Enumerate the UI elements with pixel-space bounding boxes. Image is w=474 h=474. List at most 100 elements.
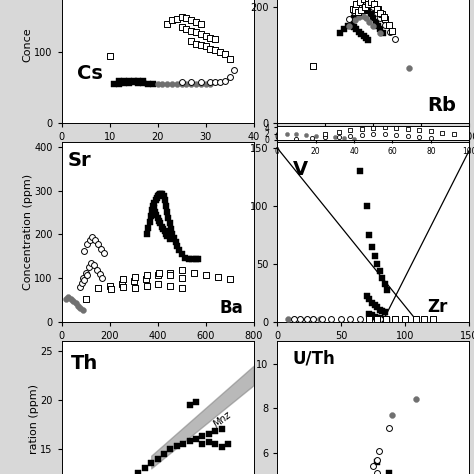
Point [186,401,193,409]
Point [139,77,147,84]
Point [374,260,381,268]
Point [310,315,317,323]
Point [377,30,384,37]
Point [310,315,317,323]
Point [368,243,376,251]
Point [170,234,177,242]
Point [89,233,96,240]
Point [155,271,162,279]
Point [205,438,212,446]
Point [216,78,224,86]
Point [131,285,138,292]
Point [362,0,370,5]
Point [207,78,214,86]
Point [187,78,195,86]
Point [166,219,173,227]
Point [82,296,90,303]
Point [321,133,329,140]
Point [374,315,381,323]
Point [391,36,399,43]
Point [308,135,316,142]
Point [94,284,102,292]
Point [216,48,224,56]
Point [371,252,378,260]
Point [178,78,185,86]
Point [381,280,389,288]
Point [346,127,354,134]
Point [226,73,233,81]
Point [143,283,151,290]
Point [207,45,214,53]
Point [154,81,161,88]
Point [382,21,389,28]
Text: Zr: Zr [427,298,447,316]
Point [341,26,348,33]
Y-axis label: ration (ppm): ration (ppm) [29,384,39,455]
Point [290,315,298,323]
Text: Cs: Cs [77,64,103,83]
Point [369,22,377,30]
Point [353,0,360,8]
Point [401,315,409,323]
Point [202,81,210,88]
Point [362,34,370,42]
Point [144,81,152,88]
Point [149,81,156,88]
Point [391,315,399,323]
Point [383,316,391,324]
Point [357,7,365,14]
Point [382,15,389,23]
Point [160,192,167,200]
Point [192,81,200,88]
Point [303,315,310,323]
Point [154,214,161,221]
Point [166,445,174,453]
Point [179,440,187,448]
Point [429,315,437,323]
Point [192,28,200,36]
Point [202,32,210,40]
Point [385,425,392,432]
Point [130,278,138,285]
Point [356,167,364,175]
Point [131,273,138,281]
Point [302,131,310,138]
Point [365,315,373,323]
Point [367,0,374,5]
Point [211,36,219,43]
Point [378,307,386,314]
Point [186,437,193,445]
Point [381,308,389,316]
Point [187,27,195,35]
Point [161,196,169,204]
Point [374,456,381,464]
Point [91,236,99,244]
Point [164,208,171,215]
Point [348,18,356,26]
Text: Th: Th [71,354,99,373]
Point [151,208,159,215]
Point [381,130,389,137]
Point [292,135,300,143]
Point [360,4,367,11]
Point [119,283,127,291]
Point [155,280,162,288]
Point [377,14,384,22]
Point [372,18,380,26]
Point [139,80,147,87]
Point [143,271,151,279]
Point [346,132,354,139]
Point [199,432,206,440]
Point [412,315,419,323]
Point [321,130,329,137]
Point [81,276,88,283]
Point [161,227,169,235]
Point [349,5,357,12]
Point [135,79,142,87]
Point [99,274,106,282]
Point [173,81,181,88]
Point [168,230,176,237]
Point [116,77,123,84]
Point [369,463,377,470]
Point [376,306,383,313]
